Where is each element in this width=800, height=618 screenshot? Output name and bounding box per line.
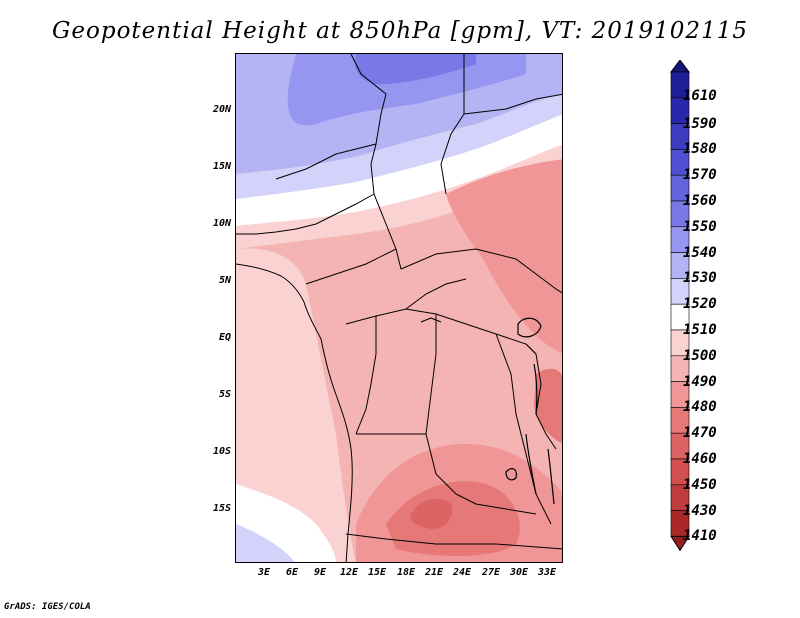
x-axis-label: 3E [257, 567, 271, 578]
shading-1520 [236, 94, 562, 199]
colorbar-label: 1450 [683, 476, 717, 493]
colorbar-label: 1540 [683, 244, 717, 261]
colorbar-label: 1460 [683, 451, 717, 467]
colorbar-label: 1530 [683, 270, 717, 287]
colorbar-label: 1520 [683, 296, 717, 313]
colorbar-label: 1490 [683, 373, 717, 390]
colorbar-label: 1610 [683, 88, 717, 104]
x-axis-label: 15E [367, 567, 387, 578]
y-axis-label: 15N [212, 161, 231, 172]
colorbar-label: 1590 [683, 115, 717, 132]
x-axis-label: 27E [481, 567, 501, 578]
x-axis-label: 30E [509, 567, 529, 578]
colorbar-label: 1510 [683, 322, 717, 338]
shading-north-1540 [287, 54, 526, 126]
x-axis-label: 21E [424, 567, 444, 578]
y-axis-label: EQ [218, 332, 231, 343]
shading-1500-ocean [236, 248, 356, 562]
y-axis-label: 10S [212, 446, 231, 457]
colorbar-top-arrow [670, 60, 690, 73]
colorbar-label: 1560 [683, 193, 717, 209]
colorbar-label: 1580 [683, 141, 717, 158]
shading-1470-east [534, 368, 562, 444]
x-axis-label: 18E [396, 567, 416, 578]
colorbar-label: 1500 [683, 347, 717, 364]
shading-north-1550 [355, 54, 476, 85]
colorbar-label: 1470 [683, 425, 717, 442]
map-plot-area [235, 53, 563, 563]
x-axis-label: 12E [339, 567, 359, 578]
colorbar-label: 1550 [683, 218, 717, 235]
x-axis-label: 9E [313, 567, 327, 578]
shading-1520-south [236, 524, 295, 562]
shading-1470-south [386, 481, 520, 556]
colorbar-label: 1480 [683, 399, 717, 416]
x-axis-label: 24E [452, 567, 472, 578]
colorbar [670, 60, 690, 552]
y-axis-label: 20N [212, 104, 231, 115]
y-axis-label: 5N [218, 275, 231, 286]
grads-footer: GrADS: IGES/COLA [4, 602, 91, 612]
colorbar-label: 1570 [683, 167, 717, 184]
shading-1460-south [410, 498, 453, 529]
y-axis-label: 10N [212, 218, 231, 229]
colorbar-label: 1430 [683, 502, 717, 519]
x-axis-label: 6E [285, 567, 299, 578]
colorbar-bottom-arrow [670, 535, 690, 552]
map-svg [236, 54, 562, 562]
lake-outlines [420, 317, 555, 505]
x-axis-label: 33E [537, 567, 557, 578]
colorbar-label: 1410 [683, 528, 717, 545]
y-axis-label: 5S [218, 389, 231, 400]
shading-1510 [236, 114, 562, 226]
country-borders [236, 54, 562, 562]
y-axis-label: 15S [212, 503, 231, 514]
map-title: Geopotential Height at 850hPa [gpm], VT:… [52, 18, 748, 44]
